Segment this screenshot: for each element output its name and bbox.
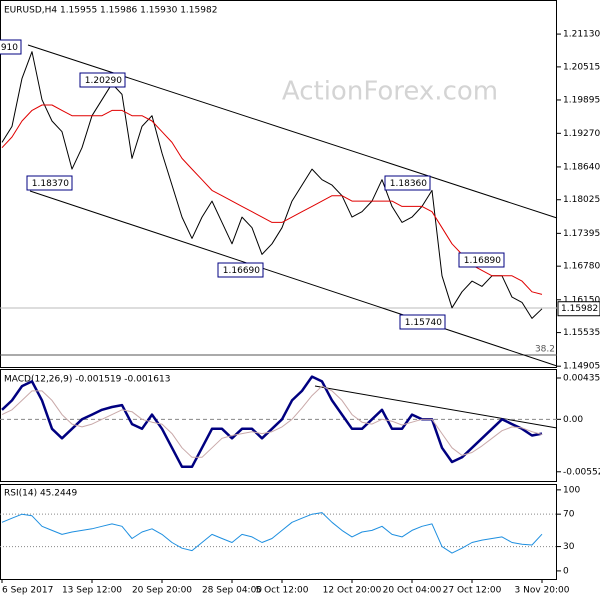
rsi-panel <box>0 484 557 580</box>
y-tick-label: -0.005528 <box>563 467 600 477</box>
annotation: 1.18360 <box>390 179 427 189</box>
y-tick-label: 1.19270 <box>563 129 600 139</box>
y-tick-label: 0.004358 <box>563 373 600 383</box>
x-tick-label: 13 Sep 12:00 <box>62 586 122 596</box>
x-tick-label: 27 Oct 12:00 <box>443 586 502 596</box>
y-tick-label: 0.00 <box>563 415 583 425</box>
y-tick-label: 1.20515 <box>563 62 600 72</box>
x-tick-label: 12 Oct 20:00 <box>323 586 382 596</box>
y-tick-label: 1.17395 <box>563 229 600 239</box>
series-line <box>1 375 543 469</box>
channel-lower <box>29 190 558 367</box>
annotation-box <box>0 39 22 55</box>
annotation-box <box>217 262 264 278</box>
annotation-box <box>458 252 505 268</box>
y-tick-label: 1.16150 <box>563 295 600 305</box>
y-tick-label: 1.21130 <box>563 30 600 40</box>
x-tick-label: 20 Oct 04:00 <box>383 586 442 596</box>
y-tick-label: 1.15535 <box>563 328 600 338</box>
y-tick-label: 1.18640 <box>563 162 600 172</box>
annotation-box <box>26 175 73 191</box>
last-price-box <box>557 301 600 317</box>
macd-panel <box>0 369 557 482</box>
macd-title: MACD(12,26,9) -0.001519 -0.001613 <box>4 375 170 385</box>
annotation-box <box>399 314 446 330</box>
price-panel <box>0 0 557 368</box>
y-tick-label: 1.19895 <box>563 95 600 105</box>
x-tick-label: 20 Sep 20:00 <box>132 586 192 596</box>
series-line <box>1 104 543 295</box>
series-line <box>1 385 543 458</box>
y-tick-label: 0 <box>563 566 569 576</box>
y-tick-label: 1.16780 <box>563 262 600 272</box>
chart-title: EURUSD,H4 1.15955 1.15986 1.15930 1.1598… <box>4 6 217 16</box>
last-price-label: 1.15982 <box>561 304 598 314</box>
x-tick-label: 6 Sep 2017 <box>2 586 53 596</box>
annotation: 1.20290 <box>85 76 122 86</box>
annotation: 910 <box>1 43 18 53</box>
annotation-box <box>384 175 431 191</box>
annotation-box <box>79 72 126 88</box>
annotation: 1.18370 <box>32 179 69 189</box>
x-tick-label: 3 Nov 20:00 <box>515 586 570 596</box>
y-tick-label: 1.14905 <box>563 362 600 372</box>
annotation: 1.16890 <box>464 256 501 266</box>
macd-trendline <box>314 385 558 429</box>
y-tick-label: 100 <box>563 485 580 495</box>
annotation: 1.15740 <box>405 318 442 328</box>
y-tick-label: 30 <box>563 542 575 552</box>
series-line <box>1 512 543 554</box>
watermark: ActionForex.com <box>282 77 498 107</box>
rsi-title: RSI(14) 45.2449 <box>4 489 77 499</box>
y-tick-label: 70 <box>563 510 575 520</box>
y-tick-label: 1.18025 <box>563 195 600 205</box>
annotation: 1.16690 <box>223 266 260 276</box>
fib-label: 38.2 <box>535 345 555 355</box>
x-tick-label: 5 Oct 12:00 <box>256 586 309 596</box>
x-tick-label: 28 Sep 04:00 <box>202 586 262 596</box>
